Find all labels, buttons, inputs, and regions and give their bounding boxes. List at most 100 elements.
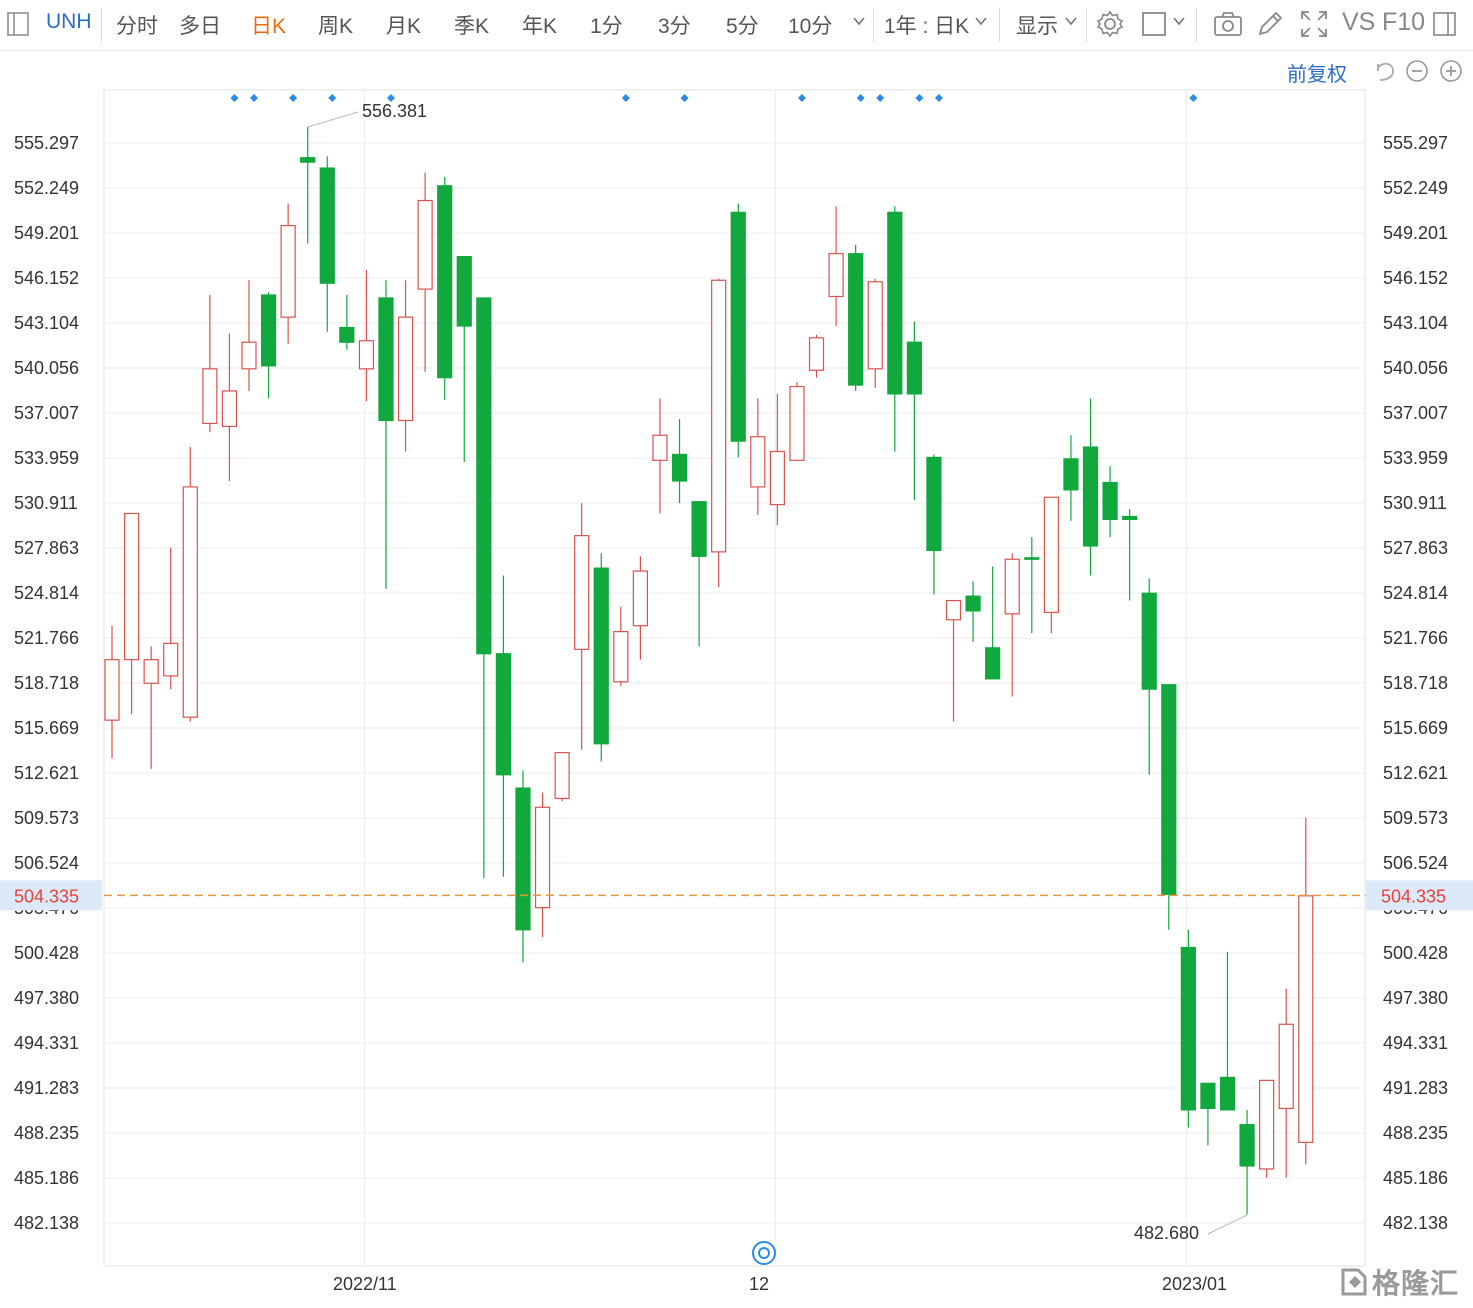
candle-body [495, 653, 511, 776]
candle-body [1004, 558, 1020, 615]
candle-body [417, 199, 433, 290]
y-tick-label-right: 543.104 [1383, 313, 1448, 333]
y-tick-label-right: 527.863 [1383, 538, 1448, 558]
chart-toolbar: UNH 分时 多日 日K 周K 月K 季K 年K 1分 3分 5分 10分 1年… [0, 0, 1473, 51]
period-tab-quarterly[interactable]: 季K [454, 15, 490, 38]
candle [1278, 988, 1294, 1178]
candle-body [1298, 895, 1314, 1143]
event-markers [230, 94, 1198, 102]
candle [1063, 435, 1079, 521]
last-price-box-right [1366, 880, 1473, 911]
candle-body [182, 486, 198, 718]
period-tab-multiday[interactable]: 多日 [179, 15, 221, 38]
settings-icon[interactable] [1094, 8, 1126, 40]
candle [1141, 578, 1157, 775]
y-tick-label-right: 506.524 [1383, 853, 1448, 873]
watermark-text: 格隆汇 [1372, 1268, 1460, 1299]
period-tab-yearly[interactable]: 年K [522, 15, 558, 38]
candle [593, 553, 609, 762]
y-tick-label-right: 485.186 [1383, 1168, 1448, 1188]
candle [1180, 929, 1196, 1128]
period-tab-daily[interactable]: 日K [251, 15, 287, 38]
chevron-down-icon[interactable] [852, 14, 866, 28]
period-tab-5min[interactable]: 5分 [726, 15, 759, 38]
candle [202, 295, 218, 433]
y-tick-label-left: 506.524 [14, 853, 79, 873]
candle [711, 278, 727, 588]
y-tick-label-right: 512.621 [1383, 763, 1448, 783]
candle [945, 599, 962, 722]
candle [632, 556, 648, 660]
symbol-label[interactable]: UNH [46, 10, 92, 33]
crosshair-handle-icon[interactable] [752, 1241, 776, 1265]
sidebar-toggle-icon[interactable] [6, 10, 30, 38]
y-tick-label-left: 540.056 [14, 358, 79, 378]
min-price-label: 482.680 [1134, 1223, 1199, 1243]
event-marker [328, 94, 337, 102]
candle [476, 297, 492, 879]
candle [808, 334, 825, 378]
panel-icon[interactable] [1432, 10, 1458, 38]
candle-body [1239, 1124, 1255, 1167]
y-tick-label-left: 552.249 [14, 178, 79, 198]
vs-button[interactable]: VS [1342, 8, 1376, 36]
crosshair-handle-ring [752, 1241, 776, 1265]
y-tick-label-left: 546.152 [14, 268, 79, 288]
event-marker [680, 94, 689, 102]
candle [1004, 553, 1020, 697]
candle [495, 575, 511, 877]
candle-body [906, 341, 922, 395]
y-tick-label-left: 533.959 [14, 448, 79, 468]
f10-button[interactable]: F10 [1382, 8, 1426, 36]
candle-body [515, 787, 531, 931]
zoom-in-icon[interactable] [1438, 58, 1464, 84]
candle [554, 752, 570, 802]
candle-body [1122, 515, 1138, 520]
period-tab-1min[interactable]: 1分 [590, 15, 623, 38]
camera-icon[interactable] [1212, 8, 1244, 40]
candle [1298, 817, 1314, 1165]
candle [789, 382, 805, 461]
chevron-down-icon[interactable] [974, 14, 988, 28]
zoom-out-icon[interactable] [1404, 58, 1430, 84]
chevron-down-icon[interactable] [1064, 14, 1078, 28]
candle-body [867, 281, 883, 370]
period-tab-weekly[interactable]: 周K [318, 15, 354, 38]
candle [280, 203, 296, 344]
square-icon[interactable] [1140, 8, 1172, 40]
last-price-box-left [0, 880, 102, 911]
x-tick-label: 2023/01 [1162, 1274, 1227, 1294]
event-marker [876, 94, 885, 102]
chevron-down-icon[interactable] [1172, 14, 1186, 28]
price-adjust-button[interactable]: 前复权 [1287, 64, 1347, 86]
candle [1219, 951, 1236, 1111]
candle [613, 606, 629, 687]
candle [241, 280, 257, 391]
y-tick-label-right: 482.138 [1383, 1213, 1448, 1233]
y-tick-label-right: 500.428 [1383, 943, 1448, 963]
candle-body [397, 316, 414, 422]
candle-body [1180, 946, 1196, 1111]
fullscreen-icon[interactable] [1298, 8, 1330, 40]
range-select[interactable]: 1年 : 日K [884, 15, 970, 38]
period-tab-monthly[interactable]: 月K [386, 15, 422, 38]
pencil-icon[interactable] [1254, 8, 1286, 40]
max-leader-line [307, 111, 359, 128]
display-select[interactable]: 显示 [1016, 15, 1058, 38]
candle [417, 172, 433, 372]
period-tab-3min[interactable]: 3分 [658, 15, 691, 38]
candle [1082, 398, 1099, 576]
undo-icon[interactable] [1372, 58, 1398, 84]
candle-body [280, 225, 296, 318]
candle [456, 256, 472, 462]
crosshair-handle-center [758, 1247, 770, 1259]
event-marker [386, 94, 395, 102]
candle [1122, 509, 1138, 601]
candle-body [593, 567, 609, 745]
y-tick-label-right: 540.056 [1383, 358, 1448, 378]
period-tab-intraday[interactable]: 分时 [116, 15, 158, 38]
candle [867, 278, 883, 389]
period-tab-10min[interactable]: 10分 [788, 15, 833, 38]
candle-body [985, 647, 1001, 680]
min-leader-line [1207, 1214, 1248, 1235]
